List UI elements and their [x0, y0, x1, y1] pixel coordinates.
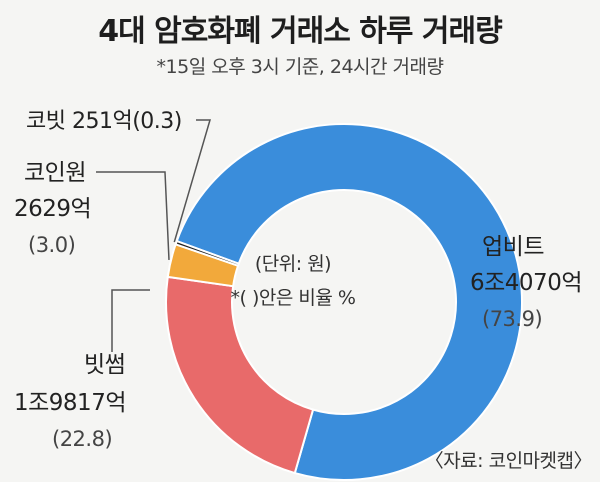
- slice-upbit: [175, 123, 523, 481]
- leader-coinone: [96, 171, 170, 260]
- label-bithumb-share: (22.8): [52, 427, 112, 451]
- center-unit-label: (단위: 원): [255, 253, 331, 275]
- leader-lines: [96, 119, 212, 352]
- label-coinone-amount: 2629억: [14, 196, 91, 222]
- label-upbit-name: 업비트: [482, 234, 544, 260]
- leader-korbit: [173, 119, 212, 243]
- leader-bithumb: [111, 289, 150, 352]
- chart-subtitle: *15일 오후 3시 기준, 24시간 거래량: [156, 56, 444, 78]
- label-bithumb-name: 빗썸: [84, 352, 125, 378]
- source-note: 〈자료: 코인마켓캡〉: [424, 450, 593, 472]
- slice-korbit: [174, 239, 241, 267]
- label-korbit: 코빗 251억(0.3): [26, 109, 182, 134]
- chart-title: 4대 암호화폐 거래소 하루 거래량: [98, 14, 502, 49]
- label-coinone-name: 코인원: [24, 160, 86, 186]
- label-bithumb-amount: 1조9817억: [14, 390, 126, 416]
- center-percent-note: *( )안은 비율 %: [231, 287, 356, 309]
- donut-slices: [165, 123, 523, 481]
- label-upbit-share: (73.9): [482, 307, 542, 331]
- label-upbit-amount: 6조4070억: [470, 270, 582, 296]
- label-coinone-share: (3.0): [28, 233, 75, 257]
